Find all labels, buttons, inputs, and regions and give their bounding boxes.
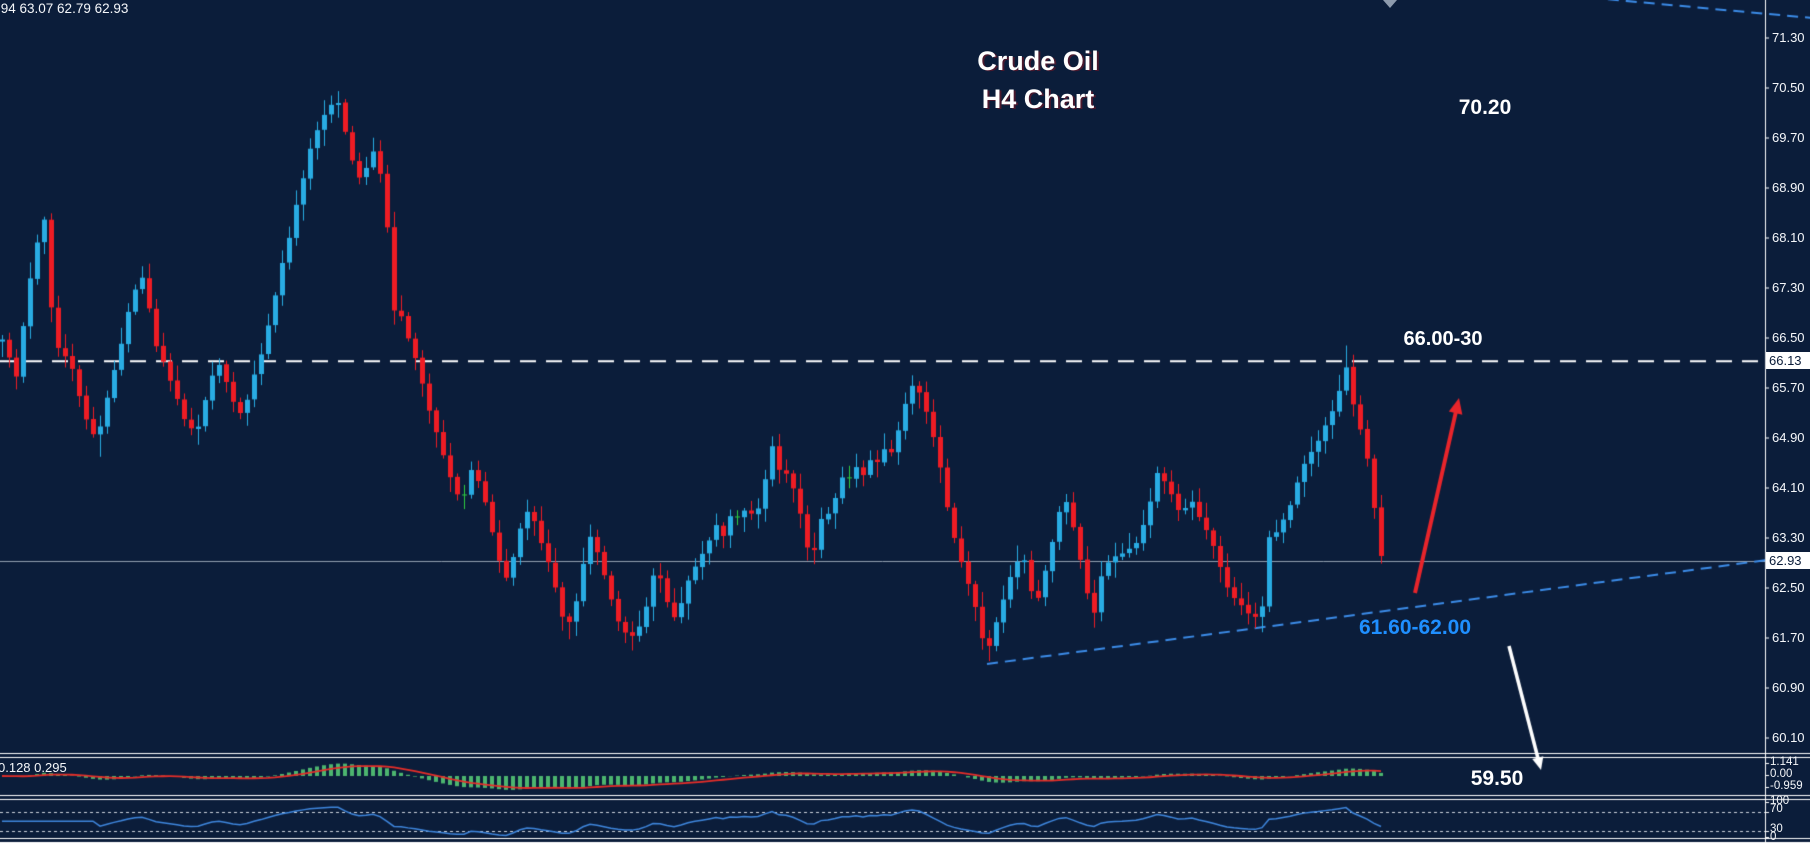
price-axis-label: 70.50 [1772,80,1805,95]
macd-axis-label: 0.00 [1770,768,1793,780]
price-axis-label: 69.70 [1772,130,1805,145]
price-axis-label: 65.70 [1772,380,1805,395]
rsi-axis-label: 30 [1770,823,1783,835]
price-axis-label: 64.90 [1772,430,1805,445]
price-axis-label: 61.70 [1772,630,1805,645]
price-axis-label: 67.30 [1772,280,1805,295]
rsi-axis-label: 100 [1770,795,1790,807]
support-zone-annotation: 61.60-62.00 [1358,616,1472,639]
upside-target-annotation: 70.20 [1458,96,1512,119]
price-axis-label: 60.10 [1772,730,1805,745]
macd-axis-label: -0.959 [1770,780,1803,792]
resistance-zone-annotation: 66.00-30 [1403,328,1483,350]
rsi-axis-label: 70 [1770,803,1783,815]
macd-axis-label: 1.141 [1770,756,1799,768]
price-axis-label: 64.10 [1772,480,1805,495]
price-axis-label: 63.30 [1772,530,1805,545]
chart-title-symbol: Crude Oil [977,46,1099,76]
price-axis-label: 60.90 [1772,680,1805,695]
downside-target-annotation: 59.50 [1470,767,1524,790]
resistance-price-box: 66.13 [1766,352,1810,369]
rsi-axis-label: 0 [1770,831,1777,843]
macd-values-readout: 0.128 0.295 [0,760,67,775]
price-axis-label: 68.90 [1772,180,1805,195]
current-price-box: 62.93 [1766,552,1810,569]
price-axis-label: 68.10 [1772,230,1805,245]
price-axis-label: 62.50 [1772,580,1805,595]
ohlc-readout: .94 63.07 62.79 62.93 [0,1,129,16]
price-axis-label: 71.30 [1772,30,1805,45]
chart-title-timeframe: H4 Chart [981,84,1095,114]
chart-shift-marker-icon [1383,0,1397,8]
price-axis-label: 66.50 [1772,330,1805,345]
